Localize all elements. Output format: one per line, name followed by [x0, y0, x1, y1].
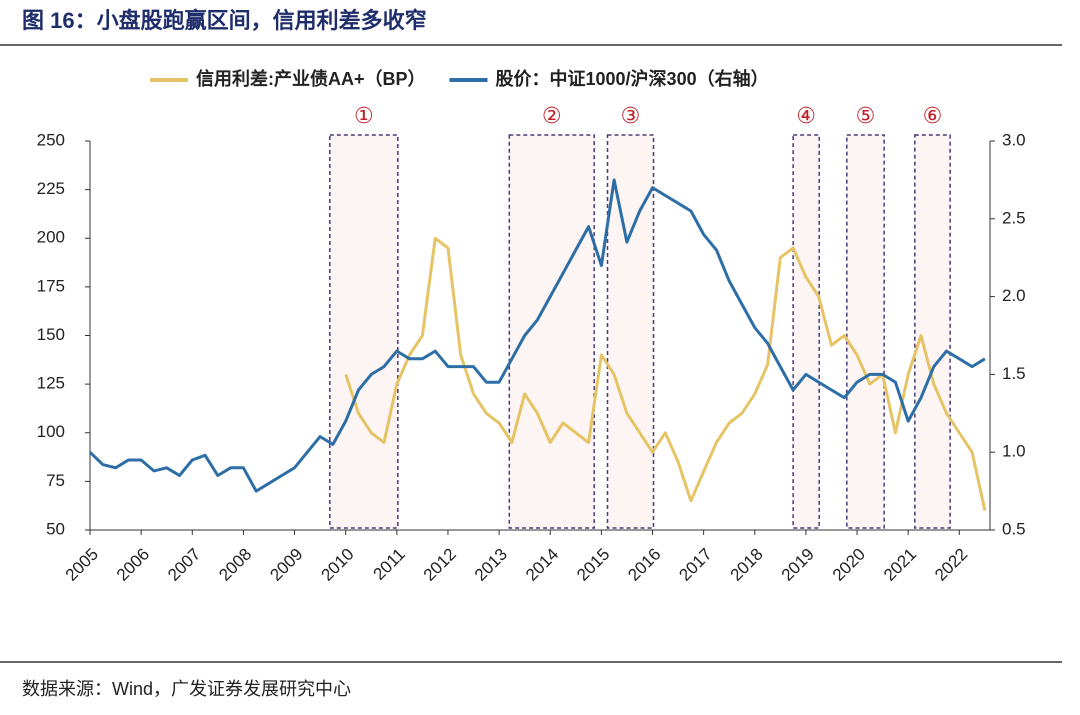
x-tick-label: 2006 [113, 545, 153, 585]
x-tick-label: 2019 [778, 545, 818, 585]
x-tick-label: 2010 [317, 545, 357, 585]
legend-label: 股价：中证1000/沪深300（右轴） [495, 68, 769, 89]
y-tick-label: 75 [46, 471, 65, 490]
highlight-region [606, 134, 655, 529]
y-tick-label: 100 [37, 422, 65, 441]
region-label: ④ [796, 103, 816, 128]
x-tick-label: 2012 [420, 545, 460, 585]
x-tick-label: 2009 [266, 545, 306, 585]
y2-tick-label: 0.5 [1002, 519, 1026, 538]
highlight-region [846, 134, 885, 529]
x-tick-label: 2016 [624, 545, 664, 585]
y-tick-label: 125 [37, 374, 65, 393]
x-tick-label: 2017 [675, 545, 715, 585]
region-label: ③ [621, 103, 641, 128]
region-label: ⑥ [923, 103, 943, 128]
x-tick-label: 2021 [880, 545, 920, 585]
region-label: ① [354, 103, 374, 128]
y-tick-label: 50 [46, 519, 65, 538]
region-label: ⑤ [856, 103, 876, 128]
x-tick-label: 2007 [164, 545, 204, 585]
y2-tick-label: 2.0 [1002, 286, 1026, 305]
chart-title: 图 16：小盘股跑赢区间，信用利差多收窄 [22, 8, 427, 33]
y2-tick-label: 1.0 [1002, 442, 1026, 461]
highlight-region [508, 134, 595, 529]
x-tick-label: 2005 [62, 545, 102, 585]
y2-tick-label: 2.5 [1002, 208, 1026, 227]
region-label: ② [542, 103, 562, 128]
source: 数据来源：Wind，广发证券发展研究中心 [22, 679, 351, 699]
legend-label: 信用利差:产业债AA+（BP） [196, 68, 426, 89]
y-tick-label: 150 [37, 325, 65, 344]
x-tick-label: 2015 [573, 545, 613, 585]
highlight-region [329, 134, 399, 529]
highlight-region [792, 134, 820, 529]
y-tick-label: 250 [37, 130, 65, 149]
x-tick-label: 2022 [931, 545, 971, 585]
series-line [344, 236, 987, 511]
x-tick-label: 2020 [829, 545, 869, 585]
highlight-region [914, 134, 951, 529]
y-tick-label: 225 [37, 179, 65, 198]
y2-tick-label: 3.0 [1002, 130, 1026, 149]
x-tick-label: 2011 [370, 545, 409, 584]
y-tick-label: 175 [37, 276, 65, 295]
x-tick-label: 2013 [471, 545, 511, 585]
x-tick-label: 2018 [727, 545, 767, 585]
x-tick-label: 2014 [522, 545, 562, 585]
y-tick-label: 200 [37, 228, 65, 247]
x-tick-label: 2008 [215, 545, 255, 585]
series-line [88, 178, 986, 493]
y2-tick-label: 1.5 [1002, 364, 1026, 383]
